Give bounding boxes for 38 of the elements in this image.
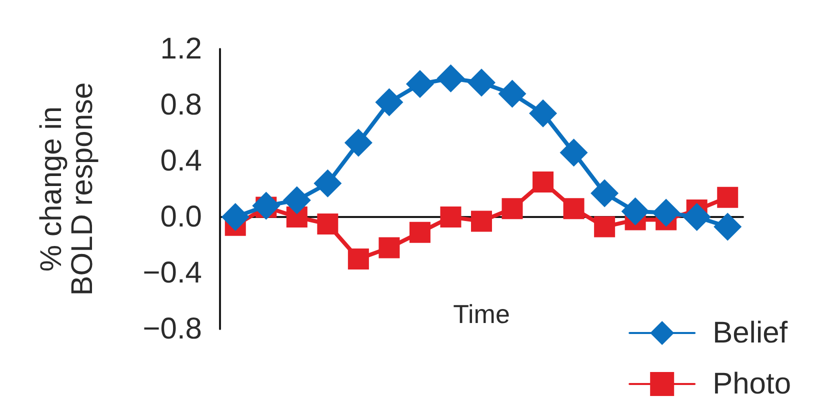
- point: [590, 179, 619, 208]
- point: [252, 192, 280, 220]
- point: [532, 172, 554, 192]
- point: [714, 212, 742, 241]
- y-tick-label: 1.2: [160, 32, 202, 66]
- point: [440, 206, 462, 228]
- point: [314, 169, 342, 198]
- point: [375, 88, 404, 116]
- y-tick-label: 0.8: [160, 88, 202, 122]
- point: [717, 186, 738, 208]
- point: [563, 198, 584, 220]
- legend-label: Belief: [712, 316, 788, 350]
- point: [560, 138, 588, 167]
- point: [348, 248, 369, 270]
- point: [468, 68, 496, 97]
- point: [344, 128, 372, 157]
- point: [498, 80, 526, 108]
- y-tick-label: 0.4: [160, 144, 202, 178]
- point: [378, 237, 400, 258]
- point: [317, 214, 338, 234]
- point: [621, 197, 650, 226]
- point: [282, 186, 311, 214]
- x-axis-title: Time: [453, 299, 510, 329]
- point: [409, 222, 430, 243]
- point: [682, 203, 711, 231]
- point: [594, 216, 616, 238]
- point: [471, 210, 492, 232]
- point: [502, 198, 523, 220]
- point: [436, 64, 465, 92]
- y-tick-label: −0.4: [142, 256, 202, 290]
- point: [406, 70, 434, 98]
- point: [221, 203, 250, 231]
- legend-label: Photo: [712, 368, 792, 400]
- point: [652, 198, 680, 227]
- y-tick-label: 0.0: [160, 200, 202, 234]
- point: [529, 99, 558, 128]
- y-axis-title: % change in BOLD response: [35, 82, 99, 296]
- y-tick-label: −0.8: [142, 312, 202, 346]
